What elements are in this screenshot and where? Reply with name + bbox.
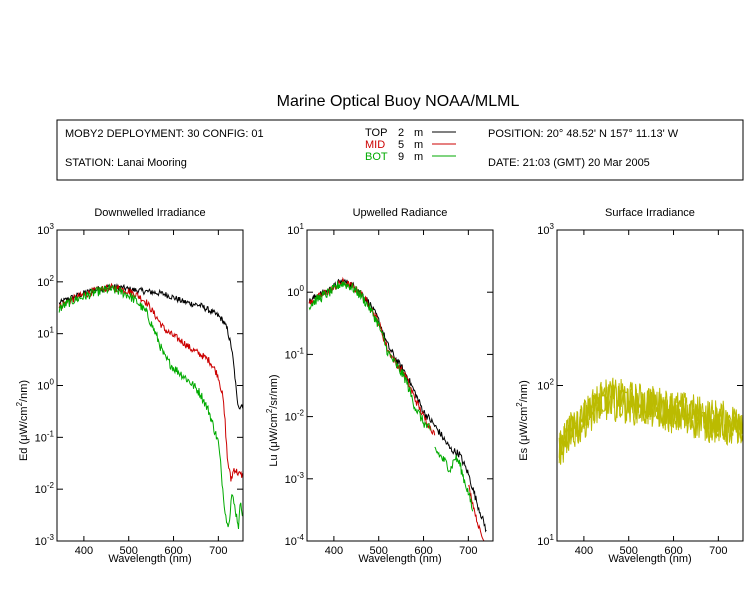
x-tick-label-surface-400: 400 <box>575 545 593 557</box>
y-tick-label-upwelled-1: 101 <box>287 222 304 237</box>
y-tick-label-upwelled--4: 10-4 <box>285 533 305 548</box>
x-tick-label-surface-500: 500 <box>620 545 638 557</box>
x-tick-label-upwelled-700: 700 <box>459 545 477 557</box>
chart-title-upwelled: Upwelled Radiance <box>353 207 448 219</box>
x-tick-label-downwelled-700: 700 <box>209 545 227 557</box>
x-tick-label-downwelled-400: 400 <box>75 545 93 557</box>
y-tick-label-downwelled--3: 10-3 <box>35 533 55 548</box>
plot-frame-upwelled <box>306 229 494 542</box>
legend-item-mid: MID 5 m <box>365 139 456 151</box>
legend: TOP 2 m MID 5 m BOT 9 m <box>365 127 456 163</box>
chart-downwelled: Downwelled Irradiance 400 500 600 700 10-3 10-… <box>15 207 244 565</box>
info-box: MOBY2 DEPLOYMENT: 30 CONFIG: 01 STATION:… <box>56 119 744 181</box>
series-group-surface <box>558 377 743 465</box>
y-tick-label-upwelled--2: 10-2 <box>285 409 305 424</box>
y-tick-label-upwelled-0: 100 <box>287 284 304 299</box>
x-tick-label-upwelled-500: 500 <box>370 545 388 557</box>
info-box-border <box>56 119 744 181</box>
series-line-upwelled-bot-4 <box>434 446 474 512</box>
x-axis-label-surface: Wavelength (nm) <box>608 553 691 565</box>
legend-unit-mid: m <box>414 139 423 151</box>
legend-name-bot: BOT <box>365 151 388 163</box>
y-tick-label-downwelled-3: 103 <box>37 222 54 237</box>
series-line-upwelled-top-0 <box>308 278 487 533</box>
y-tick-label-downwelled-1: 101 <box>37 326 54 341</box>
y-tick-label-downwelled--1: 10-1 <box>35 429 55 444</box>
series-line-surface-es-2 <box>558 384 743 465</box>
x-tick-label-upwelled-600: 600 <box>414 545 432 557</box>
y-axis-label-downwelled: Ed (μW/cm2/nm) <box>15 380 30 461</box>
y-tick-label-upwelled--3: 10-3 <box>285 471 305 486</box>
legend-item-top: TOP 2 m <box>365 127 456 139</box>
plot-frame-downwelled <box>56 229 244 542</box>
legend-unit-bot: m <box>414 151 423 163</box>
series-line-upwelled-mid-1 <box>308 276 436 436</box>
series-group-upwelled <box>308 276 487 541</box>
legend-unit-top: m <box>414 127 423 139</box>
y-axis-label-upwelled: Lu (μW/cm2/sr/nm) <box>265 374 280 466</box>
x-tick-label-upwelled-400: 400 <box>325 545 343 557</box>
plot-frame-surface <box>556 229 744 542</box>
legend-depth-mid: 5 <box>398 139 404 151</box>
y-tick-label-surface-1: 101 <box>537 533 554 548</box>
chart-title-surface: Surface Irradiance <box>605 207 695 219</box>
legend-depth-top: 2 <box>398 127 404 139</box>
x-tick-label-downwelled-500: 500 <box>120 545 138 557</box>
chart-title-downwelled: Downwelled Irradiance <box>94 207 205 219</box>
station-text: STATION: Lanai Mooring <box>65 157 187 169</box>
y-tick-label-upwelled--1: 10-1 <box>285 346 305 361</box>
series-line-downwelled-bot-2 <box>58 283 243 530</box>
x-axis-label-upwelled: Wavelength (nm) <box>358 553 441 565</box>
series-line-upwelled-mid-2 <box>467 484 485 541</box>
date-text: DATE: 21:03 (GMT) 20 Mar 2005 <box>488 157 650 169</box>
legend-name-mid: MID <box>365 139 385 151</box>
legend-item-bot: BOT 9 m <box>365 151 456 163</box>
series-line-upwelled-bot-3 <box>308 281 431 431</box>
chart-upwelled: Upwelled Radiance 400 500 600 700 10-4 10-3 10-… <box>265 207 494 565</box>
chart-panels: Downwelled Irradiance 400 500 600 700 10-3 10-… <box>15 207 744 565</box>
y-tick-label-surface-2: 102 <box>537 378 554 393</box>
x-tick-label-surface-600: 600 <box>664 545 682 557</box>
x-tick-label-surface-700: 700 <box>709 545 727 557</box>
x-tick-label-downwelled-600: 600 <box>164 545 182 557</box>
y-axis-label-surface: Es (μW/cm2/nm) <box>515 380 530 460</box>
legend-name-top: TOP <box>365 127 387 139</box>
y-tick-label-downwelled-0: 100 <box>37 378 54 393</box>
y-tick-label-surface-3: 103 <box>537 222 554 237</box>
main-title: Marine Optical Buoy NOAA/MLML <box>277 93 520 110</box>
y-tick-label-downwelled--2: 10-2 <box>35 481 55 496</box>
legend-depth-bot: 9 <box>398 151 404 163</box>
series-group-downwelled <box>58 282 243 530</box>
deployment-text: MOBY2 DEPLOYMENT: 30 CONFIG: 01 <box>65 128 264 140</box>
x-axis-label-downwelled: Wavelength (nm) <box>108 553 191 565</box>
series-line-downwelled-mid-1 <box>58 282 243 482</box>
chart-surface: Surface Irradiance 400 500 600 700 101 102 103 W… <box>515 207 744 565</box>
series-line-downwelled-top-0 <box>58 283 243 410</box>
y-tick-label-downwelled-2: 102 <box>37 274 54 289</box>
position-text: POSITION: 20° 48.52' N 157° 11.13' W <box>488 128 679 140</box>
